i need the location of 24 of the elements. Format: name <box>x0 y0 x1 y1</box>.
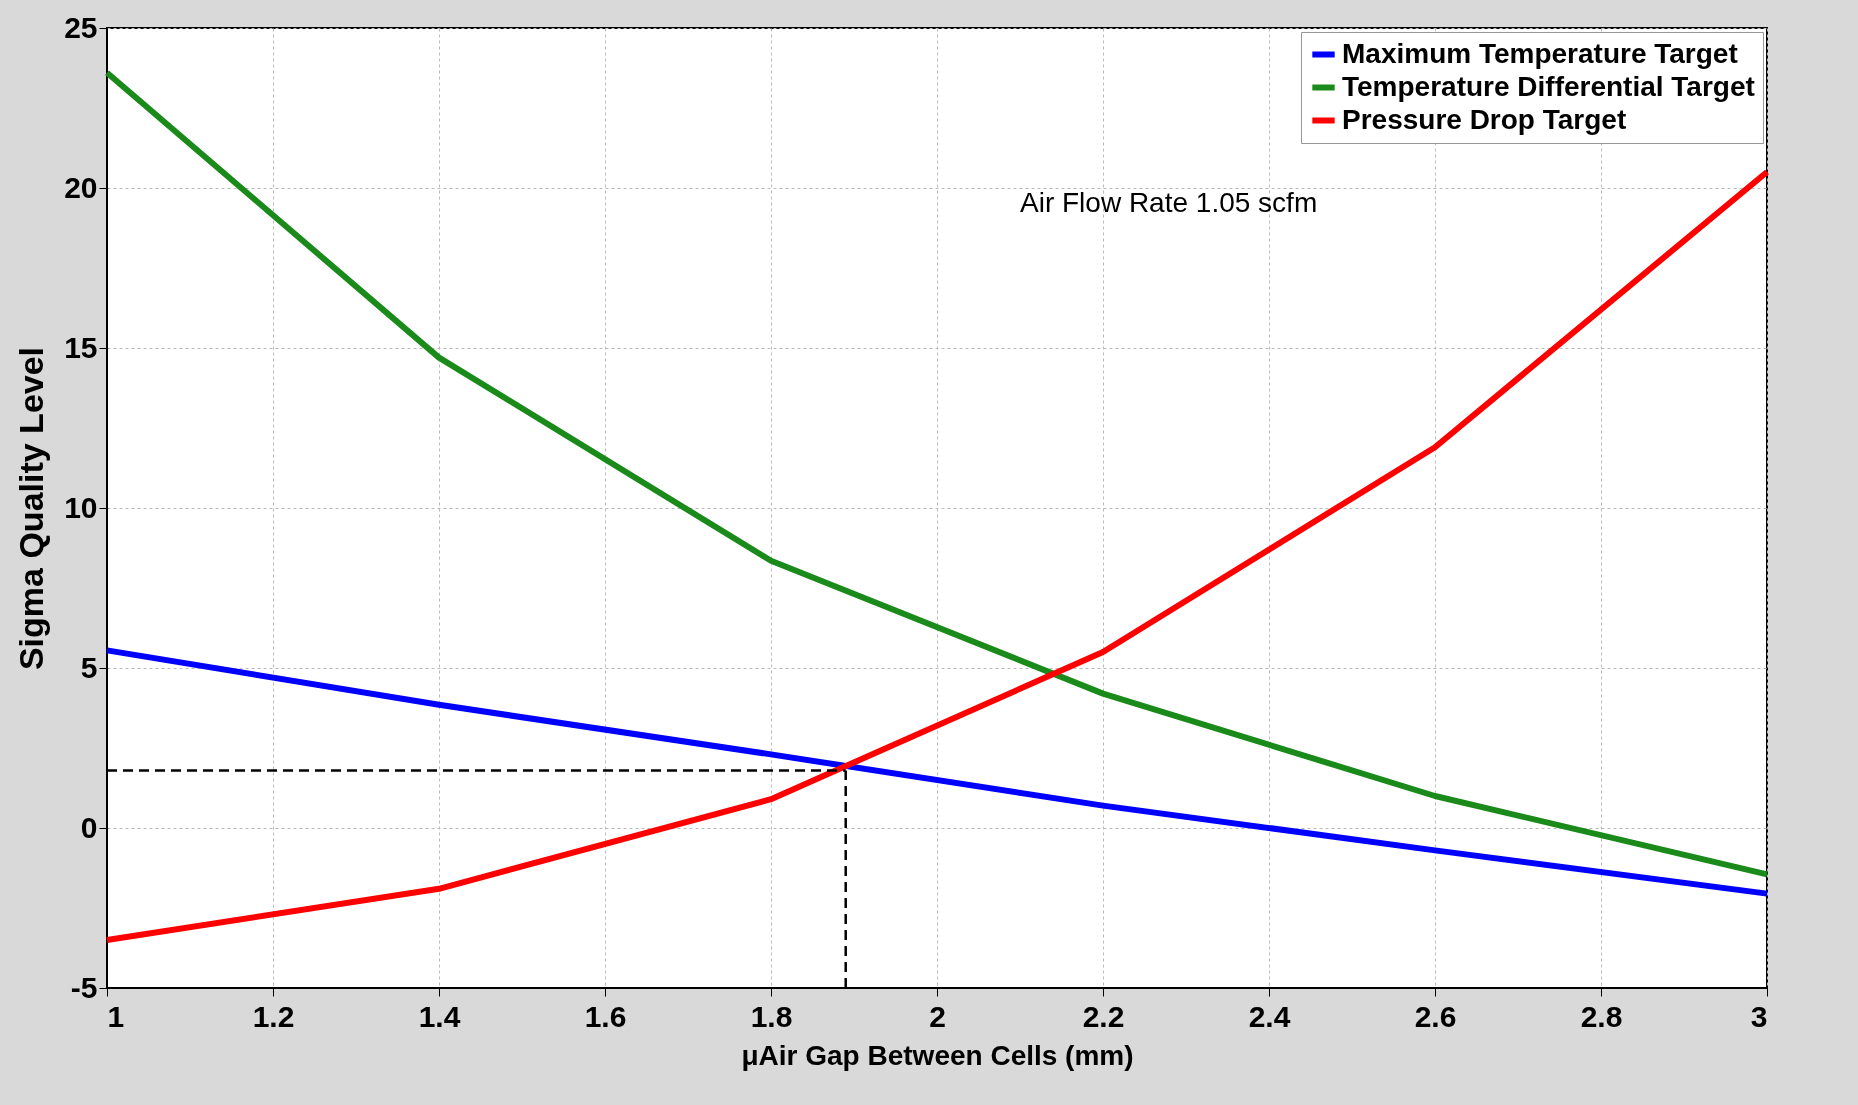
annotation: Air Flow Rate 1.05 scfm <box>1020 187 1318 218</box>
y-tick-label: -5 <box>70 970 98 1004</box>
x-tick-label: 2.2 <box>1082 999 1125 1033</box>
x-tick-label: 1.2 <box>252 999 295 1033</box>
x-tick-label: 1.8 <box>750 999 793 1033</box>
legend-label: Maximum Temperature Target <box>1342 37 1738 69</box>
y-tick-label: 20 <box>64 170 98 204</box>
x-tick-label: 1.6 <box>584 999 627 1033</box>
y-tick-label: 10 <box>64 490 98 524</box>
legend-label: Pressure Drop Target <box>1342 103 1627 135</box>
x-tick-label: 1 <box>107 999 125 1033</box>
x-tick-label: 1.4 <box>418 999 461 1033</box>
y-tick-label: 15 <box>64 330 98 364</box>
x-tick-label: 2 <box>929 999 946 1033</box>
x-tick-label: 3 <box>1750 999 1768 1033</box>
y-tick-label: 5 <box>80 650 98 684</box>
y-tick-label: 25 <box>64 10 98 44</box>
x-tick-label: 2.4 <box>1248 999 1291 1033</box>
y-axis-title: Sigma Quality Level <box>12 346 51 671</box>
y-tick-label: 0 <box>80 810 98 844</box>
x-axis-title: μAir Gap Between Cells (mm) <box>741 1039 1134 1071</box>
legend-label: Temperature Differential Target <box>1342 70 1755 102</box>
x-tick-label: 2.8 <box>1580 999 1623 1033</box>
x-tick-label: 2.6 <box>1414 999 1457 1033</box>
